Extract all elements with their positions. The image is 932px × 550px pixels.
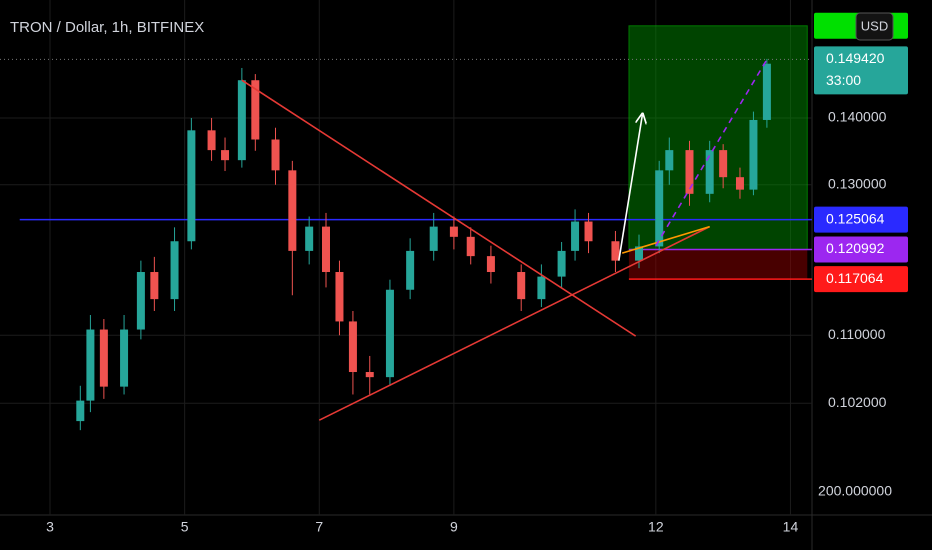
candle-body bbox=[237, 80, 246, 161]
candle-body bbox=[517, 272, 526, 300]
candle-body bbox=[271, 139, 280, 171]
x-tick-label: 3 bbox=[46, 519, 54, 535]
countdown: 33:00 bbox=[826, 72, 861, 88]
candle-body bbox=[611, 241, 620, 261]
x-tick-label: 12 bbox=[648, 519, 664, 535]
candle-body bbox=[665, 150, 674, 171]
candle-body bbox=[251, 80, 260, 140]
candle-body bbox=[288, 170, 297, 251]
price-label-bg bbox=[814, 46, 908, 95]
candle-body bbox=[655, 170, 664, 247]
x-tick-label: 14 bbox=[783, 519, 799, 535]
candle-body bbox=[305, 226, 314, 251]
candle-body bbox=[705, 150, 714, 194]
price-label: 0.120992 bbox=[826, 240, 885, 256]
candle-body bbox=[584, 221, 593, 242]
candle-body bbox=[348, 321, 357, 373]
price-label: 0.117064 bbox=[826, 270, 884, 286]
candle-body bbox=[571, 221, 580, 251]
y-tick-label: 0.130000 bbox=[828, 175, 887, 191]
loss-zone bbox=[628, 249, 808, 280]
trend-line bbox=[318, 225, 711, 421]
candle-body bbox=[466, 236, 475, 257]
price-label-bg bbox=[814, 206, 908, 233]
candle-body bbox=[449, 226, 458, 237]
candle-body bbox=[335, 272, 344, 322]
y-tick-label: 0.140000 bbox=[828, 109, 887, 125]
candle-body bbox=[221, 150, 230, 161]
trend-line bbox=[618, 115, 643, 261]
x-tick-label: 5 bbox=[181, 519, 189, 535]
trend-line bbox=[655, 59, 768, 247]
candle-body bbox=[136, 272, 145, 330]
candle-body bbox=[99, 329, 108, 387]
candle-body bbox=[86, 329, 95, 401]
price-label: 0.149420 bbox=[826, 50, 885, 66]
price-label-bg bbox=[814, 266, 908, 293]
candle-body bbox=[719, 150, 728, 178]
candle-body bbox=[406, 250, 415, 290]
candle-body bbox=[385, 289, 394, 378]
candle-body bbox=[537, 276, 546, 300]
y-tick-label: 0.102000 bbox=[828, 394, 887, 410]
price-label-bg bbox=[814, 236, 908, 263]
candle-body bbox=[557, 250, 566, 277]
candle-body bbox=[120, 329, 129, 387]
x-tick-label: 7 bbox=[315, 519, 323, 535]
price-label: 0.125064 bbox=[826, 210, 885, 226]
x-tick-label: 9 bbox=[450, 519, 458, 535]
candle-body bbox=[685, 150, 694, 194]
trend-line bbox=[621, 225, 710, 254]
candle-body bbox=[749, 119, 758, 190]
candle-body bbox=[150, 272, 159, 300]
candle-body bbox=[429, 226, 438, 251]
y-tick-label: 0.110000 bbox=[828, 326, 886, 342]
trend-line bbox=[241, 79, 637, 337]
candle-body bbox=[187, 130, 196, 242]
candle-body bbox=[207, 130, 216, 151]
candle-body bbox=[735, 177, 744, 190]
candle-body bbox=[365, 372, 374, 378]
candle-body bbox=[170, 241, 179, 300]
candle-body bbox=[762, 63, 771, 120]
chart-title: TRON / Dollar, 1h, BITFINEX bbox=[10, 19, 204, 36]
axis-label: 200.000000 bbox=[818, 483, 892, 499]
candle-body bbox=[486, 256, 495, 273]
candle-body bbox=[321, 226, 330, 273]
currency-button-bg[interactable] bbox=[855, 12, 894, 41]
currency-button[interactable]: USD bbox=[861, 18, 888, 33]
candle-body bbox=[76, 400, 85, 422]
candle-body bbox=[635, 246, 644, 261]
